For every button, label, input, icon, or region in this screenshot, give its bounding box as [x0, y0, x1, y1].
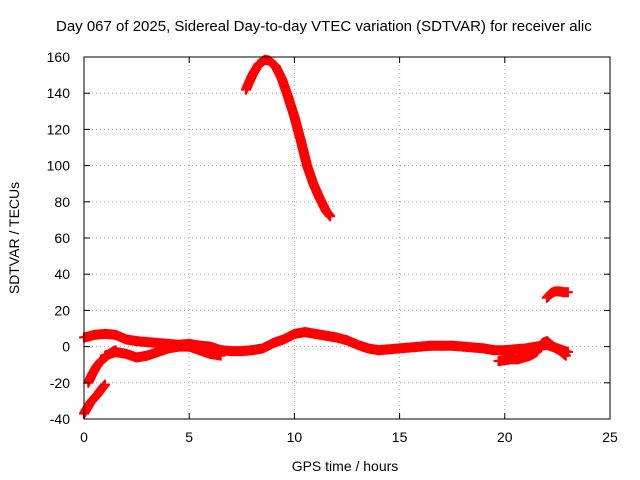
- chart-title: Day 067 of 2025, Sidereal Day-to-day VTE…: [56, 18, 592, 35]
- series-band: [83, 345, 120, 387]
- plot-frame: [83, 56, 611, 420]
- x-tick-label: 20: [497, 429, 513, 445]
- data-series: [79, 54, 573, 419]
- y-tick-label: 120: [47, 121, 71, 137]
- x-tick-label: 15: [392, 429, 408, 445]
- y-axis-label: SDTVAR / TECUs: [6, 182, 22, 294]
- y-tick-label: 20: [54, 302, 70, 318]
- grid: [84, 57, 610, 419]
- x-tick-label: 0: [80, 429, 88, 445]
- series-arc-high: [241, 54, 336, 222]
- y-tick-label: 40: [54, 266, 70, 282]
- series-band: [494, 336, 570, 366]
- y-tick-label: 60: [54, 230, 70, 246]
- y-tick-label: -40: [50, 411, 70, 427]
- y-tick-label: -20: [50, 375, 70, 391]
- x-tick-label: 25: [602, 429, 618, 445]
- y-tick-label: 140: [47, 85, 71, 101]
- y-tick-label: 160: [47, 49, 71, 65]
- axis-ticks: [83, 56, 611, 420]
- x-tick-labels: 0 5 10 15 20 25: [80, 429, 618, 445]
- x-tick-label: 5: [185, 429, 193, 445]
- y-tick-label: 80: [54, 194, 70, 210]
- y-tick-label: 0: [62, 339, 70, 355]
- y-tick-label: 100: [47, 158, 71, 174]
- series-band: [542, 286, 572, 302]
- series-arc-right-high: [541, 286, 573, 303]
- series-band: [241, 54, 335, 221]
- x-tick-label: 10: [287, 429, 303, 445]
- series-arc-right-low: [493, 336, 571, 367]
- y-tick-labels: -40 -20 0 20 40 60 80 100 120 140 160: [47, 49, 71, 427]
- series-arc-left-low2: [83, 345, 121, 388]
- series-arc-main: [79, 327, 573, 358]
- x-axis-label: GPS time / hours: [292, 458, 399, 474]
